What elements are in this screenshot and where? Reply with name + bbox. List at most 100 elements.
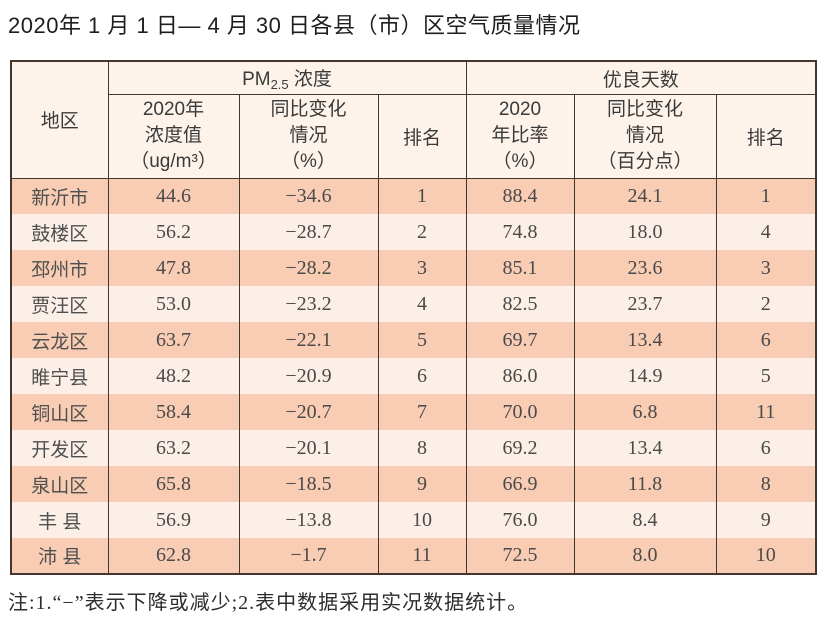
header-ratio-change: 同比变化 情况 （百分点） [573,94,717,179]
pm-rank-cell: 4 [377,286,467,323]
header-pm-value-label: 2020年 浓度值 （ug/m³） [130,99,217,173]
pm-value-cell: 48.2 [107,358,240,395]
pm-rank-cell: 1 [377,178,467,215]
ratio-rank-cell: 11 [715,394,817,431]
header-group-row: 地区 PM2.5 浓度 优良天数 [10,60,817,179]
header-group-good-days: 优良天数 [465,60,817,95]
ratio-rank-cell: 10 [715,538,817,575]
region-cell: 贾汪区 [10,286,109,323]
ratio-rank-cell: 5 [715,358,817,395]
pm-value-cell: 65.8 [107,466,240,503]
pm25-label-prefix: PM [242,69,271,90]
pm-value-cell: 56.2 [107,214,240,251]
header-ratio-change-label: 同比变化 情况 （百分点） [597,99,693,173]
region-cell: 开发区 [10,430,109,467]
pm-rank-cell: 10 [377,502,467,539]
table-row: 云龙区 63.7 −22.1 5 69.7 13.4 6 [10,322,817,359]
ratio-change-cell: 14.9 [573,358,717,395]
ratio-rank-cell: 2 [715,286,817,323]
ratio-cell: 82.5 [465,286,575,323]
header-pm-rank-label: 排名 [403,127,442,149]
header-pm-rank: 排名 [377,94,467,179]
pm-value-cell: 47.8 [107,250,240,287]
header-region-label: 地区 [40,111,79,133]
ratio-cell: 74.8 [465,214,575,251]
ratio-cell: 66.9 [465,466,575,503]
pm-rank-cell: 2 [377,214,467,251]
header-group-pm25: PM2.5 浓度 [107,60,467,95]
pm-change-cell: −20.1 [238,430,379,467]
pm-change-cell: −20.7 [238,394,379,431]
ratio-change-cell: 8.4 [573,502,717,539]
ratio-cell: 69.7 [465,322,575,359]
ratio-change-cell: 11.8 [573,466,717,503]
header-pm-change: 同比变化 情况 （%） [238,94,379,179]
table-row: 睢宁县 48.2 −20.9 6 86.0 14.9 5 [10,358,817,395]
region-cell: 新沂市 [10,178,109,215]
pm-value-cell: 62.8 [107,538,240,575]
footnote: 注:1.“−”表示下降或减少;2.表中数据采用实况数据统计。 [8,592,529,614]
table-row: 铜山区 58.4 −20.7 7 70.0 6.8 11 [10,394,817,431]
header-ratio-rank: 排名 [715,94,817,179]
header-ratio: 2020 年比率 （%） [465,94,575,179]
pm-change-cell: −1.7 [238,538,379,575]
pm-value-cell: 63.7 [107,322,240,359]
air-quality-table: 地区 PM2.5 浓度 优良天数 2020年 浓度值 （ug/m³） 同比变化 … [10,60,818,576]
ratio-cell: 70.0 [465,394,575,431]
ratio-change-cell: 23.7 [573,286,717,323]
region-cell: 鼓楼区 [10,214,109,251]
pm-rank-cell: 3 [377,250,467,287]
header-pm-value: 2020年 浓度值 （ug/m³） [107,94,240,179]
table-row: 新沂市 44.6 −34.6 1 88.4 24.1 1 [10,178,817,215]
region-cell: 睢宁县 [10,358,109,395]
table-row: 邳州市 47.8 −28.2 3 85.1 23.6 3 [10,250,817,287]
ratio-rank-cell: 4 [715,214,817,251]
region-cell: 泉山区 [10,466,109,503]
ratio-change-cell: 8.0 [573,538,717,575]
header-ratio-rank-label: 排名 [746,127,785,149]
ratio-rank-cell: 1 [715,178,817,215]
header-sub-row: 2020年 浓度值 （ug/m³） 同比变化 情况 （%） 排名 2020 年比… [11,94,817,179]
ratio-cell: 69.2 [465,430,575,467]
ratio-cell: 86.0 [465,358,575,395]
table-row: 鼓楼区 56.2 −28.7 2 74.8 18.0 4 [10,214,817,251]
pm-value-cell: 44.6 [107,178,240,215]
pm-change-cell: −23.2 [238,286,379,323]
ratio-change-cell: 13.4 [573,430,717,467]
ratio-rank-cell: 6 [715,430,817,467]
pm-change-cell: −28.2 [238,250,379,287]
pm-rank-cell: 11 [377,538,467,575]
ratio-change-cell: 18.0 [573,214,717,251]
pm-change-cell: −28.7 [238,214,379,251]
region-cell: 丰 县 [10,502,109,539]
ratio-cell: 72.5 [465,538,575,575]
page-title: 2020年 1 月 1 日— 4 月 30 日各县（市）区空气质量情况 [8,13,581,38]
pm-value-cell: 56.9 [107,502,240,539]
table-row: 贾汪区 53.0 −23.2 4 82.5 23.7 2 [10,286,817,323]
pm-rank-cell: 7 [377,394,467,431]
pm25-label-subscript: 2.5 [270,77,289,92]
region-cell: 铜山区 [10,394,109,431]
ratio-change-cell: 24.1 [573,178,717,215]
ratio-rank-cell: 8 [715,466,817,503]
pm-change-cell: −18.5 [238,466,379,503]
pm-rank-cell: 8 [377,430,467,467]
table-body: 新沂市 44.6 −34.6 1 88.4 24.1 1 鼓楼区 56.2 −2… [10,178,817,575]
region-cell: 云龙区 [10,322,109,359]
pm-rank-cell: 5 [377,322,467,359]
table-row: 丰 县 56.9 −13.8 10 76.0 8.4 9 [10,502,817,539]
pm-rank-cell: 6 [377,358,467,395]
table-row: 开发区 63.2 −20.1 8 69.2 13.4 6 [10,430,817,467]
ratio-cell: 85.1 [465,250,575,287]
region-cell: 沛 县 [10,538,109,575]
table-row: 泉山区 65.8 −18.5 9 66.9 11.8 8 [10,466,817,503]
pm-rank-cell: 9 [377,466,467,503]
pm-change-cell: −22.1 [238,322,379,359]
pm25-label-suffix: 浓度 [288,69,332,90]
pm-value-cell: 53.0 [107,286,240,323]
pm-change-cell: −20.9 [238,358,379,395]
good-days-label: 优良天数 [602,69,679,91]
ratio-rank-cell: 3 [715,250,817,287]
ratio-cell: 88.4 [465,178,575,215]
